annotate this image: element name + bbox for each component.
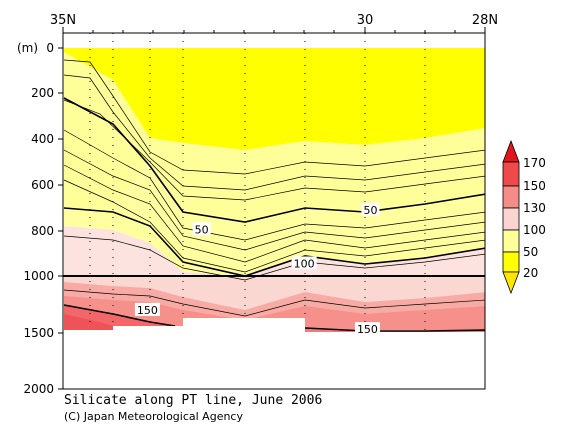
colorbar-segment-below-20 bbox=[502, 271, 520, 295]
colorbar-segment-50-100 bbox=[502, 229, 520, 253]
colorbar-segment-above-170 bbox=[502, 139, 520, 163]
colorbar-label-130: 130 bbox=[523, 201, 546, 215]
colorbar-segment-150-170 bbox=[502, 161, 520, 187]
contour-label-bg-1 bbox=[361, 202, 380, 216]
contour-label-50-1: 50 bbox=[363, 204, 377, 217]
x-tick-label-30: 30 bbox=[357, 13, 374, 28]
top-ticks bbox=[62, 27, 486, 33]
station-lines bbox=[89, 33, 426, 330]
colorbar bbox=[502, 139, 520, 295]
y-tick-label-400: 400 bbox=[31, 132, 54, 146]
contour-label-bg-4 bbox=[354, 322, 380, 336]
contour-labels: 50 50 100 150 150 bbox=[134, 202, 380, 336]
colorbar-segment-100-130 bbox=[502, 207, 520, 231]
y-tick-label-200: 200 bbox=[31, 86, 54, 100]
colorbar-label-150: 150 bbox=[523, 179, 546, 193]
contour-label-100-2: 100 bbox=[294, 257, 315, 270]
contour-label-150-3: 150 bbox=[137, 304, 158, 317]
y-tick-label-1500: 1500 bbox=[23, 326, 54, 340]
colorbar-label-50: 50 bbox=[523, 245, 538, 259]
colorbar-label-170: 170 bbox=[523, 156, 546, 170]
y-tick-label-800: 800 bbox=[31, 224, 54, 238]
colorbar-label-100: 100 bbox=[523, 223, 546, 237]
chart-credit: (C) Japan Meteorological Agency bbox=[64, 410, 243, 423]
plot-area bbox=[63, 33, 485, 389]
colorbar-segment-20-50 bbox=[502, 251, 520, 273]
y-axis-unit-label: (m) bbox=[17, 41, 38, 55]
contour-lines bbox=[63, 59, 485, 317]
contour-label-bg-0 bbox=[192, 222, 211, 236]
colorbar-segment-130-150 bbox=[502, 185, 520, 209]
left-ticks bbox=[58, 47, 63, 390]
y-tick-label-2000: 2000 bbox=[23, 382, 54, 396]
band-20-50 bbox=[64, 48, 485, 150]
y-tick-label-600: 600 bbox=[31, 178, 54, 192]
contour-label-50-0: 50 bbox=[195, 223, 209, 236]
contour-label-bg-2 bbox=[291, 256, 317, 270]
y-tick-label-0: 0 bbox=[46, 41, 54, 55]
chart-title: Silicate along PT line, June 2006 bbox=[64, 393, 323, 408]
x-tick-label-35n: 35N bbox=[50, 13, 76, 28]
contour-label-150-4: 150 bbox=[357, 323, 378, 336]
x-tick-label-28n: 28N bbox=[472, 13, 498, 28]
contour-label-bg-3 bbox=[134, 302, 160, 316]
y-tick-label-1000: 1000 bbox=[23, 269, 54, 283]
band-100-130 bbox=[64, 226, 485, 276]
colorbar-label-20: 20 bbox=[523, 266, 538, 280]
